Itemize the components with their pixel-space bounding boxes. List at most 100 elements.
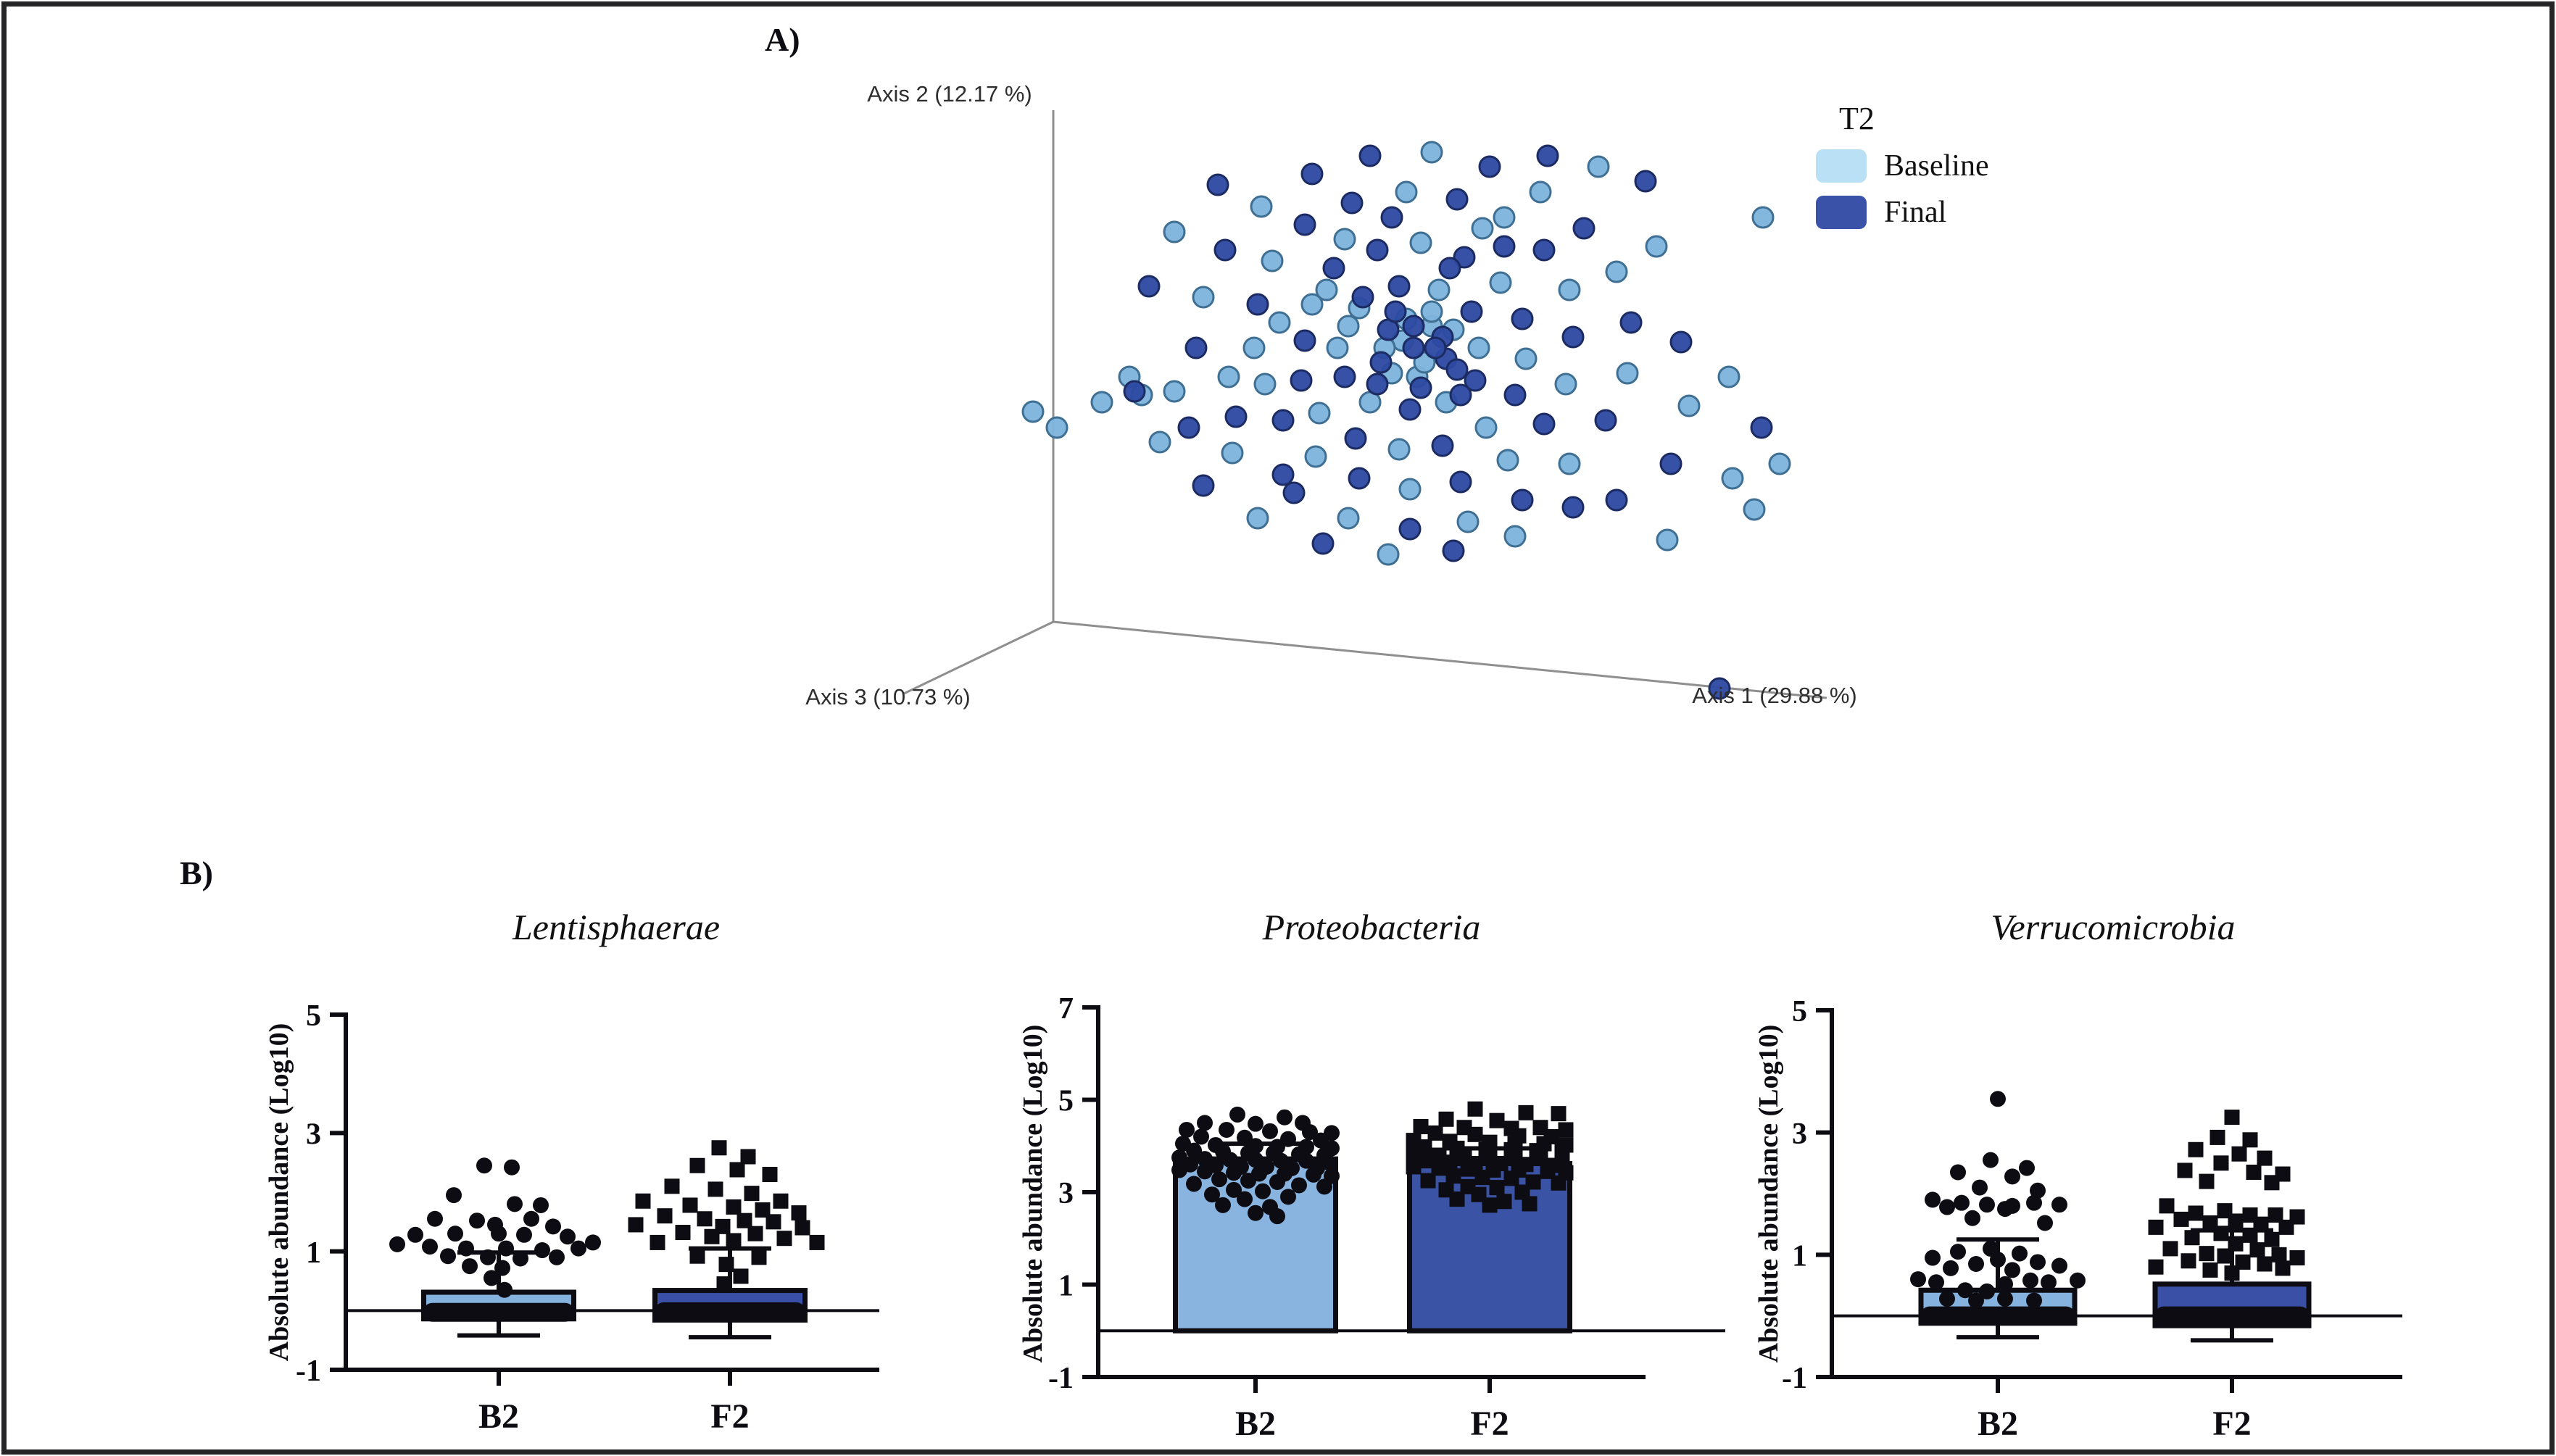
axis1-label: Axis 1 (29.88 %) xyxy=(1692,683,1856,708)
data-point-square xyxy=(675,1225,691,1241)
data-point-square xyxy=(708,1181,723,1197)
panel-b-label: B) xyxy=(180,854,213,891)
pcoa-point xyxy=(1021,400,1045,423)
axis2-label: Axis 2 (12.17 %) xyxy=(867,81,1032,107)
data-point-square xyxy=(2224,1110,2240,1126)
data-point-circle xyxy=(1997,1276,2013,1292)
data-point-square xyxy=(2275,1260,2291,1276)
pcoa-point xyxy=(1387,275,1411,298)
pcoa-point xyxy=(1311,532,1335,555)
pcoa-point xyxy=(1587,155,1610,178)
data-point-square xyxy=(1406,1159,1422,1175)
data-point-square xyxy=(718,1257,734,1273)
panel-a-label: A) xyxy=(765,21,800,58)
data-point-circle xyxy=(504,1159,520,1176)
data-point-circle xyxy=(1939,1199,1955,1215)
category-label: F2 xyxy=(710,1397,749,1436)
data-point-square xyxy=(2264,1175,2280,1191)
data-point-square xyxy=(2228,1236,2244,1252)
data-point-square xyxy=(1522,1196,1538,1212)
pcoa-point xyxy=(1366,238,1389,262)
data-point-square xyxy=(635,1193,651,1209)
pcoa-point xyxy=(1366,373,1389,396)
pcoa-point xyxy=(1445,188,1469,211)
legend-row-final: Final xyxy=(1816,195,1989,230)
pcoa-point xyxy=(1337,315,1360,338)
data-point-circle xyxy=(1291,1177,1307,1194)
pcoa-point xyxy=(1424,336,1447,359)
pcoa-point xyxy=(1572,217,1596,240)
data-point-square xyxy=(1496,1194,1512,1210)
data-point-circle xyxy=(534,1242,550,1259)
data-point-circle xyxy=(2041,1274,2057,1291)
pcoa-point xyxy=(1605,260,1628,283)
pcoa-legend: T2 Baseline Final xyxy=(1816,100,1989,241)
data-point-circle xyxy=(1302,1124,1318,1141)
data-point-circle xyxy=(523,1210,539,1227)
pcoa-point xyxy=(1503,525,1527,548)
data-point-square xyxy=(1489,1112,1505,1128)
data-point-square xyxy=(2271,1247,2287,1262)
data-point-circle xyxy=(1215,1197,1231,1213)
pcoa-point xyxy=(1460,300,1483,323)
data-point-square xyxy=(736,1212,752,1228)
pcoa-point xyxy=(1250,195,1273,218)
category-label: B2 xyxy=(1235,1405,1276,1443)
pcoa-point xyxy=(1398,478,1422,501)
pcoa-point xyxy=(1489,271,1512,294)
data-point-square xyxy=(689,1248,705,1264)
data-point-circle xyxy=(497,1281,513,1298)
data-point-circle xyxy=(440,1248,456,1265)
data-point-circle xyxy=(2026,1194,2042,1211)
data-point-circle xyxy=(491,1226,507,1242)
data-point-square xyxy=(1445,1168,1461,1184)
pcoa-point xyxy=(1268,311,1291,334)
pcoa-point xyxy=(1377,543,1400,566)
data-point-square xyxy=(650,1234,665,1250)
category-label: B2 xyxy=(478,1397,519,1436)
pcoa-point xyxy=(1420,300,1443,323)
pcoa-point xyxy=(1467,336,1490,359)
verrucomicrobia-ylabel: Absolute abundance (Log10) xyxy=(1754,1024,1784,1363)
data-point-square xyxy=(1431,1160,1447,1176)
data-point-square xyxy=(2224,1265,2240,1281)
data-point-square xyxy=(1427,1125,1443,1141)
pcoa-point xyxy=(1743,498,1766,521)
data-point-square xyxy=(1438,1111,1454,1127)
data-point-square xyxy=(2173,1211,2189,1227)
data-point-circle xyxy=(2012,1245,2028,1262)
data-point-circle xyxy=(1237,1191,1253,1207)
data-point-square xyxy=(1482,1197,1498,1213)
data-point-square xyxy=(2213,1155,2229,1171)
data-point-square xyxy=(773,1193,789,1209)
pcoa-point xyxy=(1561,325,1585,349)
data-point-square xyxy=(747,1226,763,1241)
y-tick-label: 1 xyxy=(1058,1270,1074,1303)
pcoa-point xyxy=(1645,235,1668,258)
pcoa-point xyxy=(1445,358,1469,381)
y-tick-label: -1 xyxy=(1782,1362,1807,1395)
pcoa-point xyxy=(1529,180,1552,204)
data-point-circle xyxy=(2051,1197,2067,1213)
data-point-circle xyxy=(1277,1109,1292,1126)
pcoa-point xyxy=(1721,467,1744,490)
data-point-circle xyxy=(446,1187,462,1204)
data-point-circle xyxy=(585,1234,601,1251)
pcoa-point xyxy=(1717,365,1740,388)
verrucomicrobia-title: Verrucomicrobia xyxy=(1991,907,2236,947)
data-point-square xyxy=(751,1249,767,1265)
legend-title: T2 xyxy=(1839,101,1875,136)
data-point-circle xyxy=(1997,1291,2013,1307)
data-point-circle xyxy=(507,1196,523,1212)
pcoa-point xyxy=(1409,376,1432,399)
pcoa-point xyxy=(1217,365,1240,388)
data-point-square xyxy=(2278,1219,2294,1235)
pcoa-point xyxy=(1514,347,1538,370)
data-point-square xyxy=(2231,1146,2247,1162)
pcoa-point xyxy=(1246,507,1269,530)
pcoa-point xyxy=(1384,300,1407,323)
data-point-circle xyxy=(533,1197,549,1213)
pcoa-point xyxy=(1449,470,1472,494)
pcoa-point xyxy=(1398,517,1422,541)
